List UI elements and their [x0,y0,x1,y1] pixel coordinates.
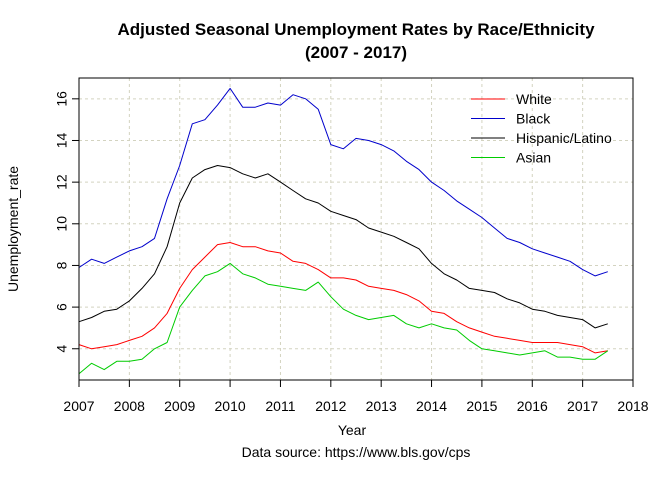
x-tick-label: 2007 [63,398,94,414]
series-line-asian [78,262,609,375]
x-tick-label: 2016 [517,398,548,414]
legend-label-asian: Asian [516,150,551,166]
x-axis: 2007 2008 2009 2010 2011 2012 2013 2014 2015 2016… [63,379,649,414]
y-axis-label: Unemployment_rate [5,166,21,292]
x-tick-label: 2018 [617,398,648,414]
x-tick-label: 2008 [114,398,145,414]
data-source-caption: Data source: https://www.bls.gov/cps [242,444,471,460]
y-tick-label: 10 [54,216,70,232]
chart-subtitle: (2007 - 2017) [305,43,407,62]
y-tick-label: 8 [54,261,70,269]
x-tick-label: 2009 [164,398,195,414]
y-tick-label: 4 [54,345,70,353]
x-tick-label: 2017 [567,398,598,414]
legend-label-black: Black [516,111,551,127]
x-tick-label: 2011 [265,398,295,414]
y-axis: 4 6 8 10 12 14 16 [54,91,80,353]
grid [78,78,634,380]
series-line-black [78,87,608,277]
x-tick-label: 2010 [215,398,246,414]
series-lines [78,87,609,375]
x-tick-label: 2015 [466,398,497,414]
y-tick-label: 14 [54,132,70,148]
x-tick-label: 2013 [366,398,397,414]
x-axis-label: Year [338,422,367,438]
chart-title: Adjusted Seasonal Unemployment Rates by … [117,20,595,39]
series-line-hispanic-latino [78,165,608,329]
x-tick-label: 2012 [315,398,346,414]
series-line-white [78,242,608,354]
legend-label-white: White [516,91,552,107]
y-tick-label: 16 [54,91,70,107]
legend: White Black Hispanic/Latino Asian [471,91,612,166]
x-tick-label: 2014 [416,398,447,414]
y-tick-label: 12 [54,174,70,190]
y-tick-label: 6 [54,303,70,311]
legend-label-hispanic-latino: Hispanic/Latino [516,130,612,146]
